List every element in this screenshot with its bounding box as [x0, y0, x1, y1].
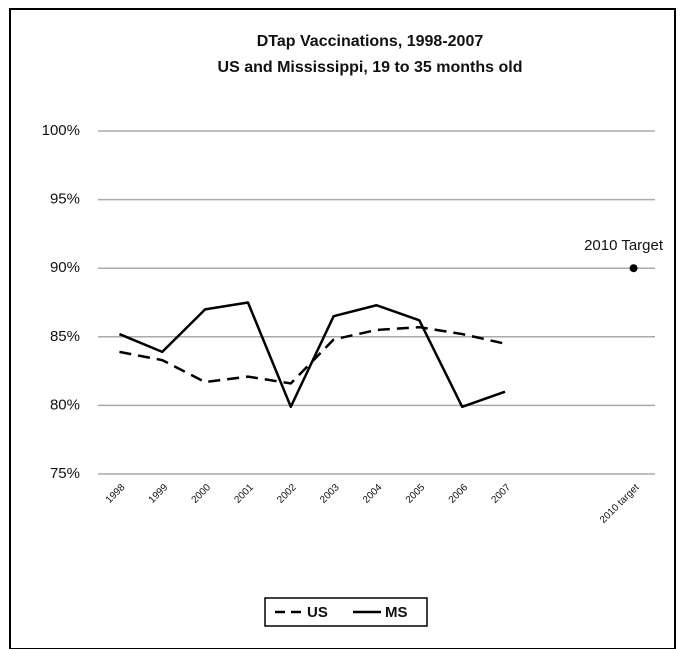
legend: US MS — [264, 597, 428, 627]
chart-subtitle: US and Mississippi, 19 to 35 months old — [218, 59, 523, 76]
y-tick-label: 85% — [50, 328, 80, 345]
chart-frame — [9, 8, 676, 649]
series-line — [118, 301, 506, 409]
y-tick-label: 90% — [50, 259, 80, 276]
y-tick-label: 75% — [50, 465, 80, 482]
y-tick-label: 100% — [42, 122, 80, 139]
annotation: 2010 Target — [584, 237, 664, 254]
y-tick-label: 95% — [50, 191, 80, 208]
legend-label: MS — [385, 604, 408, 621]
target-point — [629, 264, 638, 273]
chart-title: DTap Vaccinations, 1998-2007 — [257, 33, 484, 50]
y-tick-label: 80% — [50, 396, 80, 413]
legend-label: US — [307, 604, 328, 621]
